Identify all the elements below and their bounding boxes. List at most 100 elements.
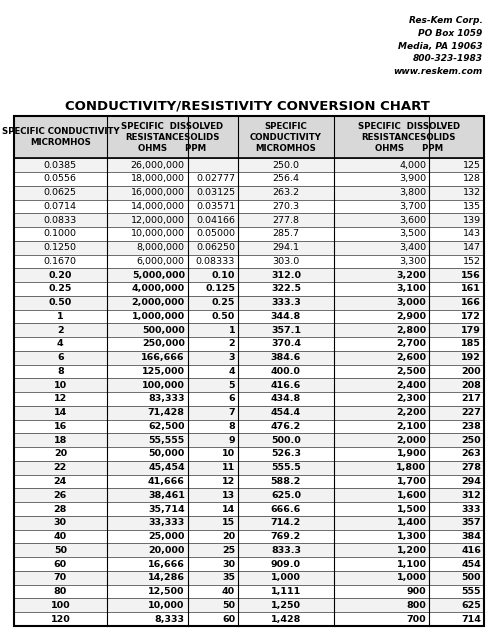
Text: 179: 179 bbox=[461, 326, 481, 335]
Text: 100,000: 100,000 bbox=[142, 381, 185, 390]
Text: 434.8: 434.8 bbox=[271, 394, 301, 403]
Text: 161: 161 bbox=[461, 284, 481, 293]
Text: 208: 208 bbox=[461, 381, 481, 390]
Bar bbox=[14, 116, 484, 626]
Bar bbox=[14, 557, 484, 571]
Text: 26: 26 bbox=[54, 491, 67, 500]
Text: 1,428: 1,428 bbox=[271, 614, 301, 623]
Text: 500.0: 500.0 bbox=[271, 436, 301, 445]
Text: 0.50: 0.50 bbox=[49, 298, 72, 307]
Text: 3,400: 3,400 bbox=[399, 243, 427, 252]
Text: 9: 9 bbox=[229, 436, 235, 445]
Text: 1,100: 1,100 bbox=[396, 559, 427, 568]
Bar bbox=[14, 323, 484, 337]
Text: 35,714: 35,714 bbox=[148, 504, 185, 513]
Text: 1,500: 1,500 bbox=[396, 504, 427, 513]
Text: 1: 1 bbox=[57, 312, 64, 321]
Bar bbox=[14, 447, 484, 461]
Text: 10: 10 bbox=[222, 449, 235, 458]
Text: 135: 135 bbox=[463, 202, 481, 211]
Text: 18: 18 bbox=[53, 436, 67, 445]
Text: 1,000: 1,000 bbox=[271, 573, 301, 582]
Text: 6: 6 bbox=[229, 394, 235, 403]
Bar bbox=[14, 268, 484, 282]
Text: 156: 156 bbox=[461, 271, 481, 280]
Bar bbox=[14, 378, 484, 392]
Text: 454.4: 454.4 bbox=[271, 408, 301, 417]
Text: 3,200: 3,200 bbox=[396, 271, 427, 280]
Text: 14: 14 bbox=[222, 504, 235, 513]
Text: 0.0556: 0.0556 bbox=[44, 174, 77, 184]
Bar bbox=[14, 612, 484, 626]
Text: CONDUCTIVITY/RESISTIVITY CONVERSION CHART: CONDUCTIVITY/RESISTIVITY CONVERSION CHAR… bbox=[65, 99, 430, 112]
Text: 555.5: 555.5 bbox=[271, 463, 301, 472]
Text: 2,100: 2,100 bbox=[396, 422, 427, 431]
Bar bbox=[14, 585, 484, 598]
Text: 416.6: 416.6 bbox=[271, 381, 301, 390]
Text: 312: 312 bbox=[461, 491, 481, 500]
Text: 185: 185 bbox=[461, 339, 481, 348]
Text: 2: 2 bbox=[57, 326, 64, 335]
Text: Res-Kem Corp.: Res-Kem Corp. bbox=[409, 16, 483, 25]
Text: 250.0: 250.0 bbox=[272, 161, 299, 170]
Text: 357.1: 357.1 bbox=[271, 326, 301, 335]
Bar bbox=[14, 213, 484, 227]
Text: 250: 250 bbox=[461, 436, 481, 445]
Text: 0.0714: 0.0714 bbox=[44, 202, 77, 211]
Text: 0.03125: 0.03125 bbox=[196, 188, 235, 197]
Text: 143: 143 bbox=[463, 229, 481, 239]
Text: 500,000: 500,000 bbox=[142, 326, 185, 335]
Text: 15: 15 bbox=[222, 518, 235, 527]
Text: 344.8: 344.8 bbox=[271, 312, 301, 321]
Text: 416: 416 bbox=[461, 546, 481, 555]
Bar bbox=[14, 116, 484, 158]
Text: 0.50: 0.50 bbox=[212, 312, 235, 321]
Text: 12,500: 12,500 bbox=[148, 587, 185, 596]
Text: 10,000,000: 10,000,000 bbox=[131, 229, 185, 239]
Text: 4,000: 4,000 bbox=[399, 161, 427, 170]
Text: 0.08333: 0.08333 bbox=[196, 257, 235, 266]
Text: 16,666: 16,666 bbox=[148, 559, 185, 568]
Text: 526.3: 526.3 bbox=[271, 449, 301, 458]
Text: 8,333: 8,333 bbox=[155, 614, 185, 623]
Text: 45,454: 45,454 bbox=[148, 463, 185, 472]
Text: 0.20: 0.20 bbox=[49, 271, 72, 280]
Text: 3,000: 3,000 bbox=[396, 298, 427, 307]
Text: 238: 238 bbox=[461, 422, 481, 431]
Text: 3,700: 3,700 bbox=[399, 202, 427, 211]
Bar bbox=[14, 475, 484, 488]
Text: 8: 8 bbox=[228, 422, 235, 431]
Text: 20: 20 bbox=[222, 532, 235, 541]
Text: SPECIFIC CONDUCTIVITY
MICROMHOS: SPECIFIC CONDUCTIVITY MICROMHOS bbox=[1, 127, 119, 147]
Text: 263.2: 263.2 bbox=[272, 188, 299, 197]
Text: 588.2: 588.2 bbox=[271, 477, 301, 486]
Text: 125: 125 bbox=[463, 161, 481, 170]
Text: 4,000,000: 4,000,000 bbox=[132, 284, 185, 293]
Text: 476.2: 476.2 bbox=[271, 422, 301, 431]
Text: 120: 120 bbox=[50, 614, 70, 623]
Text: 25: 25 bbox=[222, 546, 235, 555]
Text: 30: 30 bbox=[54, 518, 67, 527]
Text: 132: 132 bbox=[463, 188, 481, 197]
Text: 139: 139 bbox=[463, 216, 481, 225]
Text: 1,300: 1,300 bbox=[396, 532, 427, 541]
Text: 3,900: 3,900 bbox=[399, 174, 427, 184]
Bar bbox=[14, 158, 484, 172]
Text: 454: 454 bbox=[461, 559, 481, 568]
Text: 2,900: 2,900 bbox=[396, 312, 427, 321]
Text: 400.0: 400.0 bbox=[271, 367, 301, 376]
Text: 357: 357 bbox=[461, 518, 481, 527]
Text: 0.02777: 0.02777 bbox=[196, 174, 235, 184]
Text: 3,100: 3,100 bbox=[396, 284, 427, 293]
Text: 8,000,000: 8,000,000 bbox=[137, 243, 185, 252]
Bar bbox=[14, 282, 484, 296]
Text: 20,000: 20,000 bbox=[148, 546, 185, 555]
Bar bbox=[14, 516, 484, 530]
Text: 5,000,000: 5,000,000 bbox=[132, 271, 185, 280]
Text: SPECIFIC  DISSOLVED
RESISTANCESOLIDS
OHMS      PPM: SPECIFIC DISSOLVED RESISTANCESOLIDS OHMS… bbox=[121, 122, 224, 153]
Text: 62,500: 62,500 bbox=[148, 422, 185, 431]
Text: 294.1: 294.1 bbox=[272, 243, 299, 252]
Text: 0.0385: 0.0385 bbox=[44, 161, 77, 170]
Text: 30: 30 bbox=[222, 559, 235, 568]
Bar bbox=[14, 337, 484, 351]
